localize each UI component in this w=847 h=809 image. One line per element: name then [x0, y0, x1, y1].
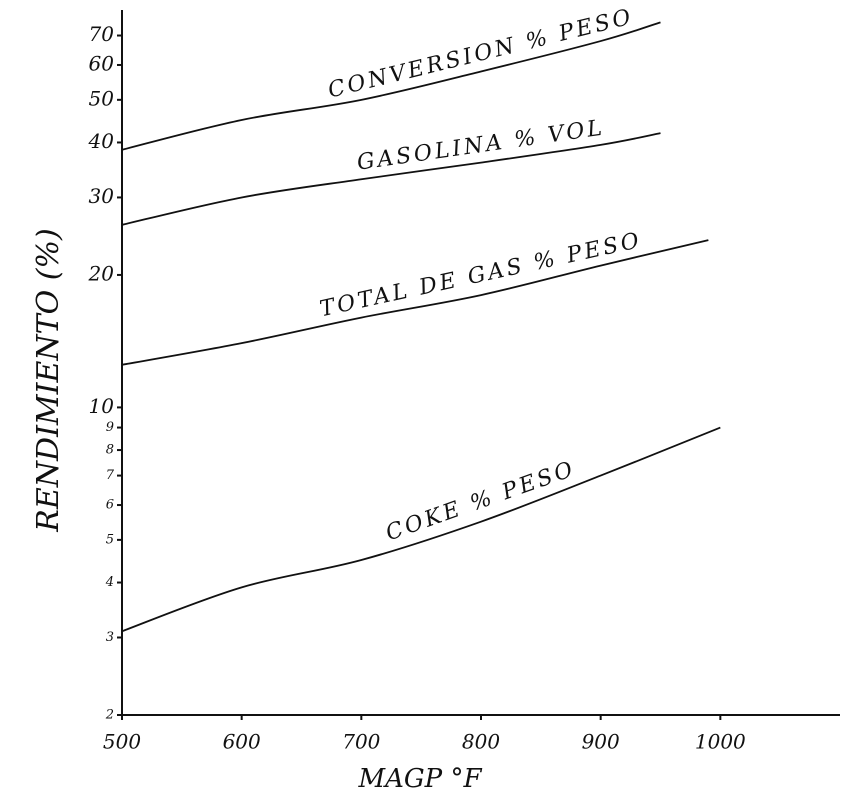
x-axis-label: MAGP °F — [358, 764, 483, 794]
x-tick-label: 900 — [582, 730, 620, 754]
series-label: COKE % PESO — [383, 456, 579, 546]
y-tick-label: 20 — [88, 261, 115, 285]
y-tick-label: 70 — [89, 22, 115, 46]
x-tick-label: 800 — [462, 730, 500, 754]
x-tick-label: 1000 — [695, 730, 746, 754]
y-axis-label: RENDIMIENTO (%) — [31, 228, 66, 532]
y-tick-label: 50 — [89, 86, 115, 110]
y-tick-label: 30 — [89, 184, 115, 208]
y-tick-label: 8 — [106, 443, 114, 458]
x-tick-label: 600 — [223, 730, 261, 754]
y-tick-label: 3 — [106, 630, 114, 645]
y-tick-label: 10 — [89, 394, 115, 418]
series-line — [122, 240, 708, 365]
y-tick-label: 7 — [106, 468, 115, 483]
y-tick-label: 2 — [105, 708, 114, 723]
y-tick-label: 5 — [106, 532, 114, 547]
series-label: TOTAL DE GAS % PESO — [318, 228, 645, 322]
x-tick-label: 500 — [103, 730, 141, 754]
chart: RENDIMIENTO (%) MAGP °F 2 3 4 5 6 7 8 9 10 20 30 40… — [0, 0, 847, 809]
series-label: GASOLINA % VOL — [355, 115, 606, 175]
y-tick-label: 6 — [106, 498, 114, 513]
y-tick-label: 60 — [89, 51, 115, 75]
series-label: CONVERSION % PESO — [326, 4, 636, 103]
x-tick-label: 700 — [342, 730, 380, 754]
y-tick-label: 4 — [105, 575, 114, 590]
y-tick-label: 9 — [106, 420, 114, 435]
y-tick-label: 40 — [88, 129, 115, 153]
